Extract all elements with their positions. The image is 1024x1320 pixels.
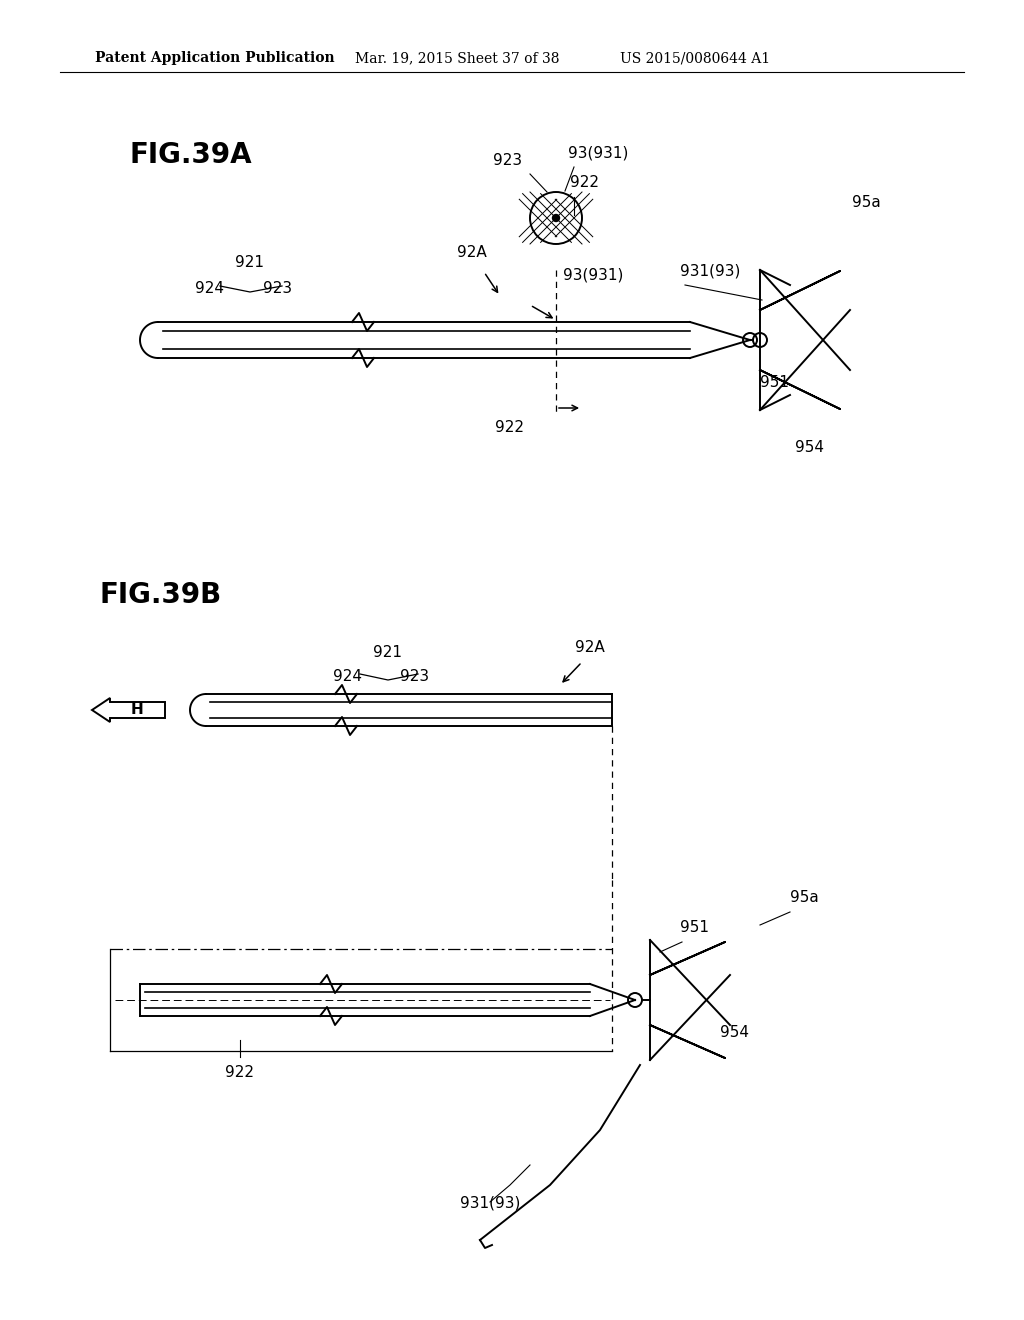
Text: 924: 924 bbox=[334, 669, 362, 684]
Text: 921: 921 bbox=[236, 255, 264, 271]
Text: 95a: 95a bbox=[852, 195, 881, 210]
Text: 924: 924 bbox=[196, 281, 224, 296]
Text: 954: 954 bbox=[720, 1026, 749, 1040]
Text: 92A: 92A bbox=[575, 640, 605, 655]
Text: 922: 922 bbox=[570, 176, 599, 190]
Text: FIG.39A: FIG.39A bbox=[130, 141, 253, 169]
Text: Mar. 19, 2015 Sheet 37 of 38: Mar. 19, 2015 Sheet 37 of 38 bbox=[355, 51, 559, 65]
Text: FIG.39B: FIG.39B bbox=[100, 581, 222, 609]
Text: 95a: 95a bbox=[790, 890, 819, 906]
Text: 93(931): 93(931) bbox=[568, 145, 629, 160]
Text: 951: 951 bbox=[680, 920, 709, 935]
Text: 93(931): 93(931) bbox=[563, 267, 624, 282]
Text: 923: 923 bbox=[263, 281, 293, 296]
Text: 922: 922 bbox=[225, 1065, 255, 1080]
Text: 92A: 92A bbox=[457, 246, 486, 260]
Text: Patent Application Publication: Patent Application Publication bbox=[95, 51, 335, 65]
Text: 931(93): 931(93) bbox=[680, 263, 740, 279]
Text: H: H bbox=[131, 702, 143, 718]
FancyArrow shape bbox=[92, 698, 165, 722]
Text: 951: 951 bbox=[760, 375, 790, 389]
Text: US 2015/0080644 A1: US 2015/0080644 A1 bbox=[620, 51, 770, 65]
Text: 923: 923 bbox=[400, 669, 429, 684]
Text: 921: 921 bbox=[374, 645, 402, 660]
Circle shape bbox=[553, 214, 559, 222]
Text: 931(93): 931(93) bbox=[460, 1195, 520, 1210]
Text: 922: 922 bbox=[496, 420, 524, 436]
Text: 923: 923 bbox=[493, 153, 522, 168]
Text: 954: 954 bbox=[795, 440, 824, 455]
